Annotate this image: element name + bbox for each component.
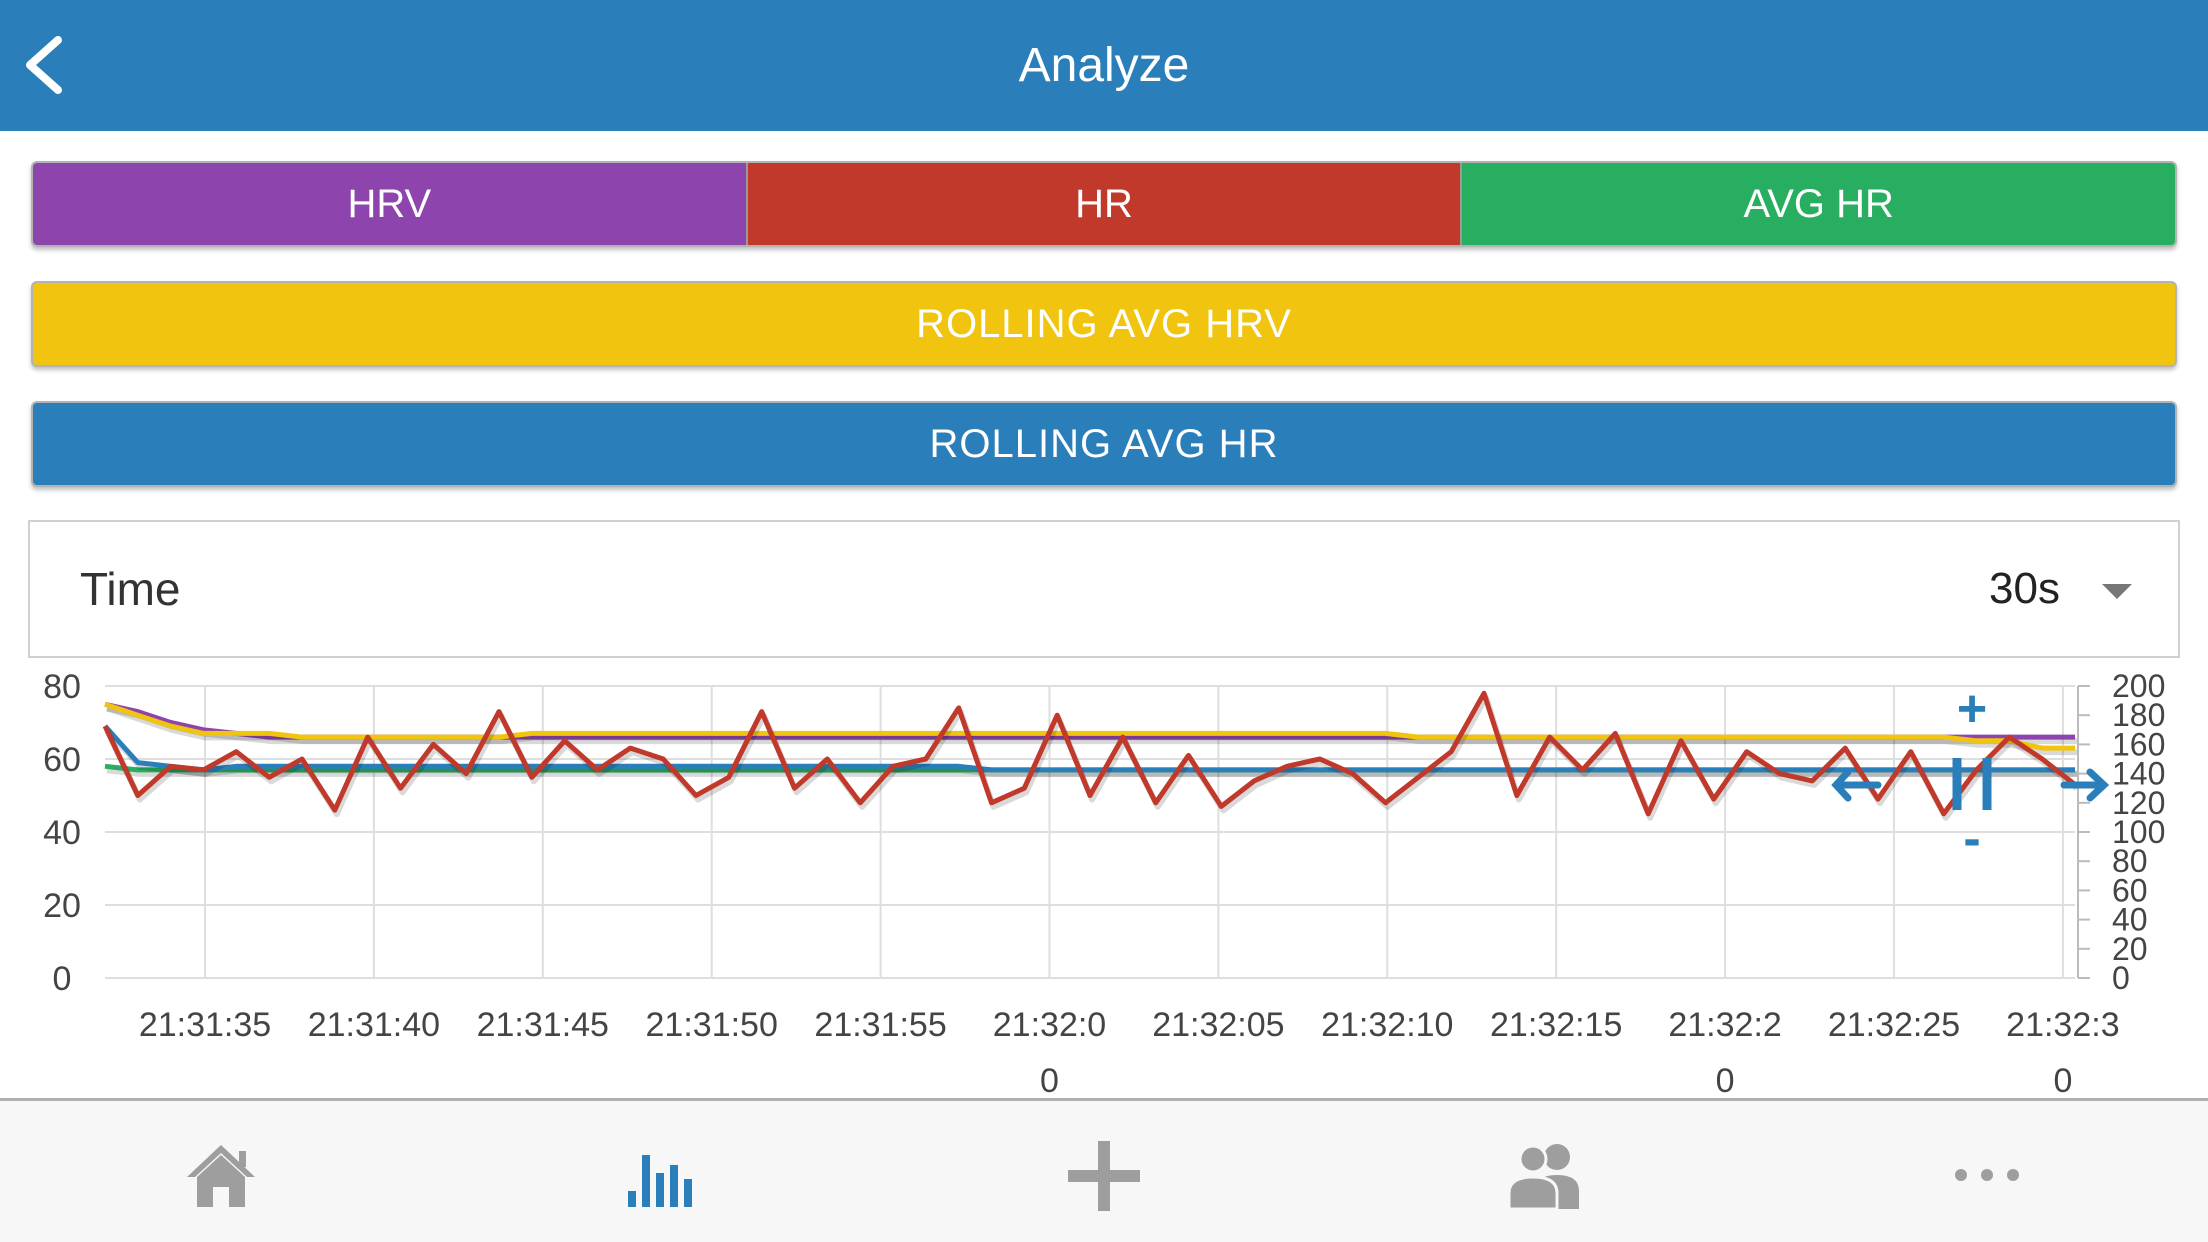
y-left-tick-label: 80 (43, 668, 81, 706)
x-tick-label: 21:31:50 (646, 1006, 778, 1044)
x-tick-label: 21:32:25 (1828, 1006, 1960, 1044)
rolling-avg-hrv-button[interactable]: ROLLING AVG HRV (31, 281, 2177, 367)
hr-button[interactable]: HR (745, 163, 1461, 245)
y-right-tick-label: 100 (2112, 814, 2165, 850)
series-shadow (106, 705, 2077, 745)
plus-icon[interactable] (1064, 1135, 1144, 1215)
bottom-tab-bar (0, 1098, 2208, 1242)
y-left-tick-label: 0 (53, 960, 72, 998)
series-line-3 (103, 724, 2075, 773)
avg-hr-button[interactable]: AVG HR (1460, 163, 2175, 245)
y-right-tick-label: 140 (2112, 756, 2165, 792)
y-right-tick-label: 160 (2112, 726, 2165, 762)
series-line-4 (102, 690, 2077, 817)
bar-chart-icon[interactable] (622, 1135, 702, 1215)
x-tick-label: 21:32:10 (1321, 1006, 1453, 1044)
y-right-tick-label: 120 (2112, 785, 2165, 821)
y-right-tick-label: 180 (2112, 697, 2165, 733)
time-range-value[interactable]: 30s (1989, 564, 2060, 613)
hr-line-chart[interactable]: 21:31:35 21:31:40 21:31:45 21:31:50 21:31:55… (0, 660, 2208, 1096)
x-tick-label: 21:31:40 (308, 1006, 440, 1044)
x-tick-label: 21:31:35 (139, 1006, 271, 1044)
time-range-selector[interactable]: Time 30s (28, 520, 2180, 658)
y-right-tick-label: 60 (2112, 872, 2148, 908)
x-tick-label: 21:32:05 (1152, 1006, 1284, 1044)
metric-buttons: HRV HR AVG HR (31, 161, 2177, 247)
x-tick-label: 21:32:2 (1668, 1006, 1781, 1044)
y-right-tick-label: 80 (2112, 843, 2148, 879)
x-tick-label: 21:32:3 (2006, 1006, 2119, 1044)
y-left-tick-label: 40 (43, 814, 81, 852)
rolling-avg-hr-button[interactable]: ROLLING AVG HR (31, 401, 2177, 487)
y-left-tick-label: 20 (43, 887, 81, 925)
x-tick-label: 0 (2053, 1062, 2072, 1096)
y-right-tick-label: 200 (2112, 668, 2165, 704)
pan-left-icon[interactable] (1831, 768, 1882, 802)
back-chevron-icon[interactable] (18, 32, 78, 98)
series-line-1 (104, 701, 2075, 751)
series-shadow (104, 694, 2079, 821)
more-icon[interactable] (1947, 1135, 2027, 1215)
people-icon[interactable] (1505, 1135, 1585, 1215)
series-shadow (106, 705, 2077, 756)
y-right-tick-label: 40 (2112, 902, 2148, 938)
home-icon[interactable] (181, 1135, 261, 1215)
x-tick-label: 21:31:55 (814, 1006, 946, 1044)
x-tick-label: 21:31:45 (477, 1006, 609, 1044)
zoom-in-icon[interactable]: + (1957, 680, 1987, 738)
series-shadow (104, 728, 2077, 777)
y-right-tick-label: 0 (2112, 960, 2130, 996)
x-tick-label: 21:32:0 (993, 1006, 1106, 1044)
x-tick-label: 21:32:15 (1490, 1006, 1622, 1044)
x-tick-label: 0 (1716, 1062, 1735, 1096)
y-right-tick-label: 20 (2112, 931, 2148, 967)
y-left-tick-label: 60 (43, 741, 81, 779)
pan-right-icon[interactable] (2060, 768, 2110, 802)
hrv-button[interactable]: HRV (33, 163, 746, 245)
x-tick-label: 0 (1040, 1062, 1059, 1096)
dropdown-caret-icon[interactable] (2102, 584, 2132, 599)
app-header: Analyze (0, 0, 2208, 131)
zoom-out-icon[interactable]: - (1963, 810, 1980, 868)
page-title: Analyze (1018, 39, 1190, 92)
time-range-label: Time (80, 563, 181, 615)
series-shadow (106, 767, 2077, 777)
